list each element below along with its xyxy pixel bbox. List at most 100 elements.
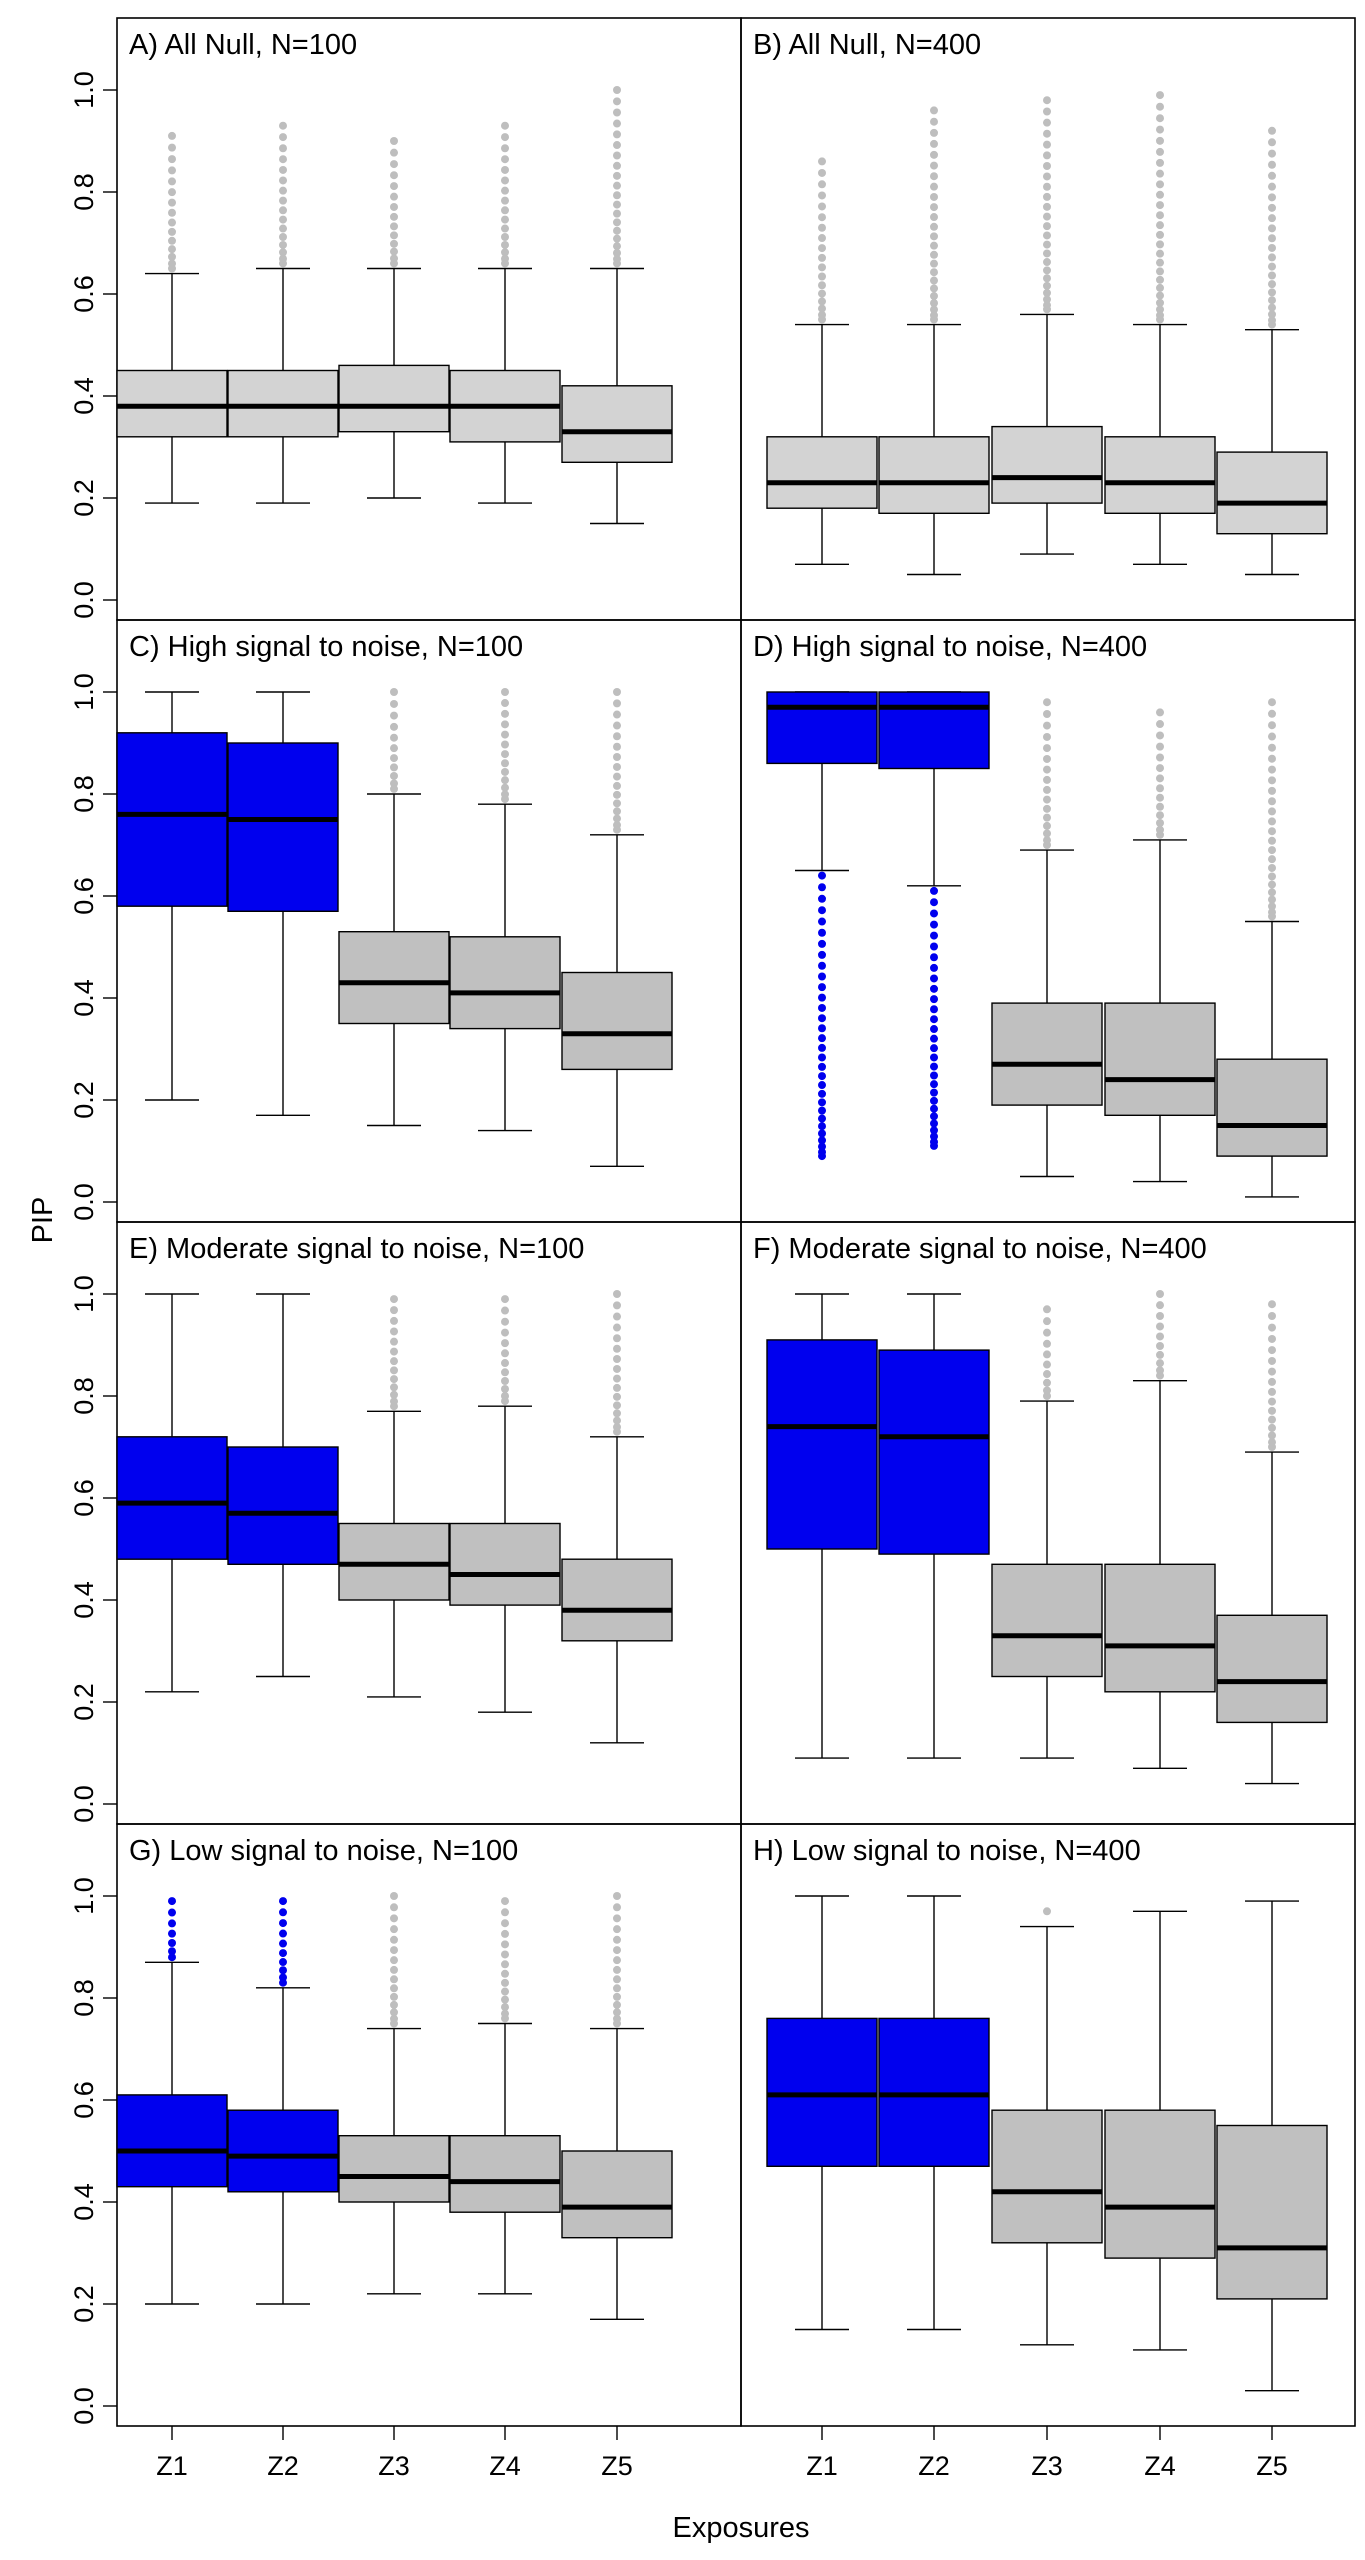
outlier-point	[168, 1938, 176, 1947]
box-z4	[1104, 1910, 1216, 2351]
outlier-point	[613, 752, 621, 761]
outlier-point	[818, 917, 826, 926]
outlier-point	[1268, 846, 1276, 855]
outlier-point	[930, 241, 938, 250]
y-tick-label: 1.0	[69, 71, 99, 109]
outlier-point	[930, 953, 938, 962]
panel-title: D) High signal to noise, N=400	[753, 631, 1147, 663]
y-tick-label: 0.2	[69, 2285, 99, 2323]
box-z3	[338, 1892, 450, 2295]
outlier-point	[1268, 1406, 1276, 1415]
outlier-point	[168, 259, 176, 268]
outlier-point	[930, 1053, 938, 1062]
iqr-box	[766, 436, 878, 509]
outlier-point	[501, 186, 509, 195]
outlier-point	[1268, 1415, 1276, 1424]
outlier-point	[390, 1366, 398, 1375]
outlier-point	[390, 1946, 398, 1955]
iqr-box	[766, 2017, 878, 2168]
outlier-point	[390, 1306, 398, 1315]
outlier-point	[1156, 291, 1164, 300]
outlier-point	[613, 209, 621, 218]
outlier-point	[501, 206, 509, 215]
box-z1	[116, 131, 228, 504]
iqr-box	[1104, 1563, 1216, 1693]
outlier-point	[279, 224, 287, 233]
outlier-point	[1043, 266, 1051, 275]
outlier-point	[613, 108, 621, 117]
outlier-point	[930, 222, 938, 231]
outlier-points	[613, 86, 621, 268]
outlier-point	[1156, 825, 1164, 834]
outlier-point	[501, 1359, 509, 1368]
outlier-point	[1268, 1423, 1276, 1432]
outlier-point	[613, 1334, 621, 1343]
box-z2	[878, 1293, 990, 1759]
outlier-point	[818, 234, 826, 243]
outlier-point	[1156, 764, 1164, 773]
outlier-point	[390, 1992, 398, 2001]
outlier-point	[501, 699, 509, 708]
outlier-point	[613, 151, 621, 160]
box-z4	[1104, 91, 1216, 565]
outlier-point	[613, 772, 621, 781]
outlier-point	[1043, 129, 1051, 138]
outlier-point	[930, 232, 938, 241]
outlier-point	[818, 223, 826, 232]
box-z5	[1216, 1900, 1328, 2392]
outlier-point	[613, 1914, 621, 1923]
box-z1	[766, 1293, 878, 1759]
outlier-point	[279, 186, 287, 195]
outlier-point	[818, 961, 826, 970]
x-tick-label: Z4	[1144, 2451, 1176, 2481]
outlier-point	[501, 759, 509, 768]
outlier-point	[1156, 811, 1164, 820]
outlier-point	[1043, 775, 1051, 784]
outlier-point	[930, 106, 938, 115]
iqr-box	[561, 385, 673, 463]
outlier-point	[279, 1929, 287, 1938]
outlier-point	[390, 2000, 398, 2009]
outlier-point	[1043, 1392, 1051, 1400]
outlier-point	[613, 799, 621, 808]
outlier-point	[390, 1347, 398, 1356]
iqr-box	[1216, 1058, 1328, 1157]
outlier-point	[1156, 1350, 1164, 1359]
outlier-point	[1043, 821, 1051, 830]
panel-title: G) Low signal to noise, N=100	[129, 1835, 518, 1867]
outlier-point	[930, 268, 938, 277]
outlier-point	[168, 143, 176, 152]
outlier-point	[1268, 1438, 1276, 1447]
outlier-point	[930, 284, 938, 293]
outlier-point	[1043, 1305, 1051, 1314]
outlier-point	[818, 1089, 826, 1098]
outlier-point	[168, 252, 176, 261]
outlier-point	[613, 1323, 621, 1332]
outlier-point	[1156, 802, 1164, 811]
outlier-point	[1156, 267, 1164, 276]
outlier-point	[390, 1903, 398, 1912]
outlier-point	[930, 1015, 938, 1024]
outlier-point	[1156, 774, 1164, 783]
outlier-point	[1268, 243, 1276, 252]
outlier-point	[930, 192, 938, 201]
panel-title: C) High signal to noise, N=100	[129, 631, 523, 663]
y-tick-label: 0.2	[69, 479, 99, 517]
outlier-point	[1156, 1341, 1164, 1350]
iqr-box	[338, 931, 450, 1025]
outlier-point	[1268, 316, 1276, 325]
outlier-point	[818, 1098, 826, 1107]
outlier-point	[390, 733, 398, 742]
outlier-point	[613, 814, 621, 823]
panel-frame	[740, 1823, 1356, 2427]
outlier-point	[818, 310, 826, 319]
y-tick-label: 0.0	[69, 1183, 99, 1221]
outlier-point	[1156, 180, 1164, 189]
y-tick-label: 0.4	[69, 979, 99, 1017]
outlier-point	[1043, 249, 1051, 258]
outlier-point	[1043, 1339, 1051, 1348]
outlier-point	[390, 2014, 398, 2023]
outlier-point	[1268, 303, 1276, 312]
outlier-point	[1268, 214, 1276, 223]
iqr-box	[449, 1522, 561, 1606]
